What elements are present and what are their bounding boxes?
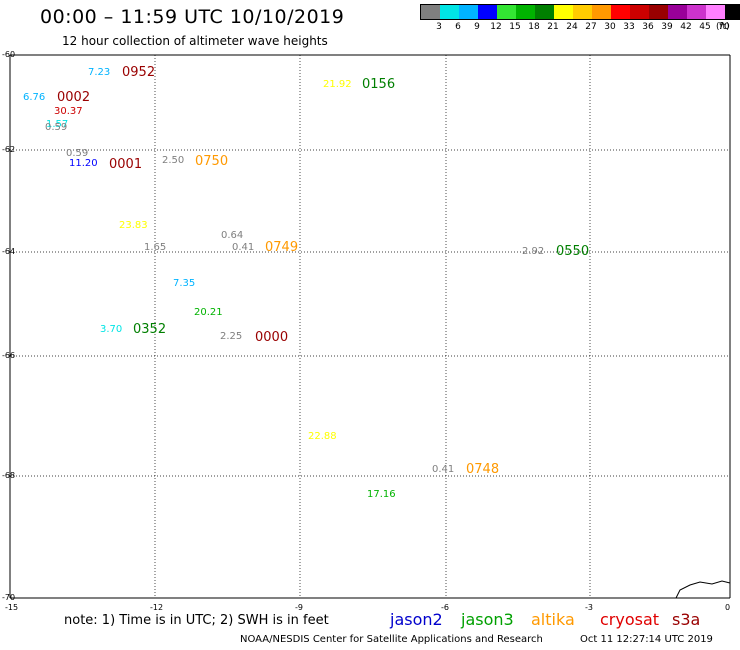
- wave-height-value: 20.21: [194, 307, 223, 318]
- wave-height-value: 0.41: [232, 242, 255, 253]
- satellite-legend-item: cryosat: [600, 610, 660, 629]
- observation-time: 0952: [122, 65, 156, 80]
- footer-timestamp: Oct 11 12:27:14 UTC 2019: [580, 634, 713, 645]
- wave-height-value: 30.37: [54, 106, 83, 117]
- longitude-label: -12: [150, 603, 164, 612]
- scale-swatch: [497, 5, 516, 19]
- scale-swatch: [630, 5, 649, 19]
- observation-time: 0156: [362, 77, 396, 92]
- scale-swatch: [421, 5, 440, 19]
- wave-height-value: 1.57: [46, 119, 69, 130]
- scale-label: 24: [566, 22, 578, 32]
- scale-swatch: [725, 5, 740, 19]
- scale-swatch: [573, 5, 592, 19]
- wave-height-value: 21.92: [323, 79, 352, 90]
- scale-swatch: [687, 5, 706, 19]
- scale-label: 27: [585, 22, 597, 32]
- latitude-label: -60: [2, 50, 16, 59]
- wave-height-value: 17.16: [367, 489, 396, 500]
- scale-label: 3: [436, 22, 442, 32]
- scale-label: 39: [661, 22, 673, 32]
- scale-label: 6: [455, 22, 461, 32]
- color-scale: [420, 4, 740, 20]
- wave-height-value: 7.35: [173, 278, 196, 289]
- scale-swatch: [649, 5, 668, 19]
- scale-swatch: [668, 5, 687, 19]
- wave-height-value: 2.92: [522, 246, 545, 257]
- scale-swatch: [611, 5, 630, 19]
- wave-height-value: 2.50: [162, 155, 185, 166]
- wave-height-value: 22.88: [308, 431, 337, 442]
- scale-swatch: [535, 5, 554, 19]
- observation-time: 0550: [556, 244, 590, 259]
- page-subtitle: 12 hour collection of altimeter wave hei…: [62, 34, 328, 48]
- scale-label: 15: [509, 22, 521, 32]
- observation-time: 0001: [109, 157, 143, 172]
- color-scale-unit: (ft): [716, 22, 730, 32]
- scale-label: 33: [623, 22, 635, 32]
- scale-label: 70: [718, 22, 730, 32]
- page-title: 00:00 – 11:59 UTC 10/10/2019: [40, 6, 345, 28]
- latitude-label: -62: [2, 145, 16, 154]
- wave-height-value: 11.20: [69, 158, 98, 169]
- wave-height-value: 3.70: [100, 324, 123, 335]
- longitude-label: 0: [725, 603, 731, 612]
- scale-label: 18: [528, 22, 540, 32]
- scale-swatch: [440, 5, 459, 19]
- footer-note: note: 1) Time is in UTC; 2) SWH is in fe…: [64, 613, 329, 628]
- scale-label: 21: [547, 22, 559, 32]
- wave-height-value: 0.59: [45, 122, 68, 133]
- latitude-label: -70: [2, 593, 16, 602]
- scale-label: 9: [474, 22, 480, 32]
- scale-swatch: [459, 5, 478, 19]
- observation-time: 0000: [255, 330, 289, 345]
- observation-time: 0352: [133, 322, 167, 337]
- wave-height-value: 0.41: [432, 464, 455, 475]
- observation-time: 0750: [195, 154, 229, 169]
- observation-time: 0749: [265, 240, 299, 255]
- scale-swatch: [478, 5, 497, 19]
- scale-swatch: [706, 5, 725, 19]
- scale-swatch: [592, 5, 611, 19]
- wave-height-value: 6.76: [23, 92, 46, 103]
- satellite-legend-item: jason2: [390, 610, 443, 629]
- scale-label: 12: [490, 22, 502, 32]
- wave-height-value: 7.23: [88, 67, 111, 78]
- satellite-legend-item: jason3: [461, 610, 514, 629]
- scale-label: 30: [604, 22, 616, 32]
- scale-label: 45: [699, 22, 711, 32]
- longitude-label: -15: [5, 603, 19, 612]
- scale-swatch: [554, 5, 573, 19]
- latitude-label: -68: [2, 471, 16, 480]
- scale-swatch: [516, 5, 535, 19]
- longitude-label: -6: [441, 603, 449, 612]
- longitude-label: -3: [585, 603, 593, 612]
- scale-label: 42: [680, 22, 692, 32]
- wave-height-value: 2.25: [220, 331, 243, 342]
- wave-height-value: 0.64: [221, 230, 244, 241]
- wave-height-value: 0.59: [66, 148, 89, 159]
- latitude-label: -64: [2, 247, 16, 256]
- wave-height-value: 1.65: [144, 242, 167, 253]
- observation-time: 0748: [466, 462, 500, 477]
- wave-height-value: 23.83: [119, 220, 148, 231]
- longitude-label: -9: [295, 603, 303, 612]
- satellite-legend-item: altika: [531, 610, 575, 629]
- scale-label: 36: [642, 22, 654, 32]
- satellite-legend-item: s3a: [672, 610, 701, 629]
- coastline: [675, 580, 731, 599]
- footer-credit: NOAA/NESDIS Center for Satellite Applica…: [240, 634, 543, 645]
- observation-time: 0002: [57, 90, 91, 105]
- latitude-label: -66: [2, 351, 16, 360]
